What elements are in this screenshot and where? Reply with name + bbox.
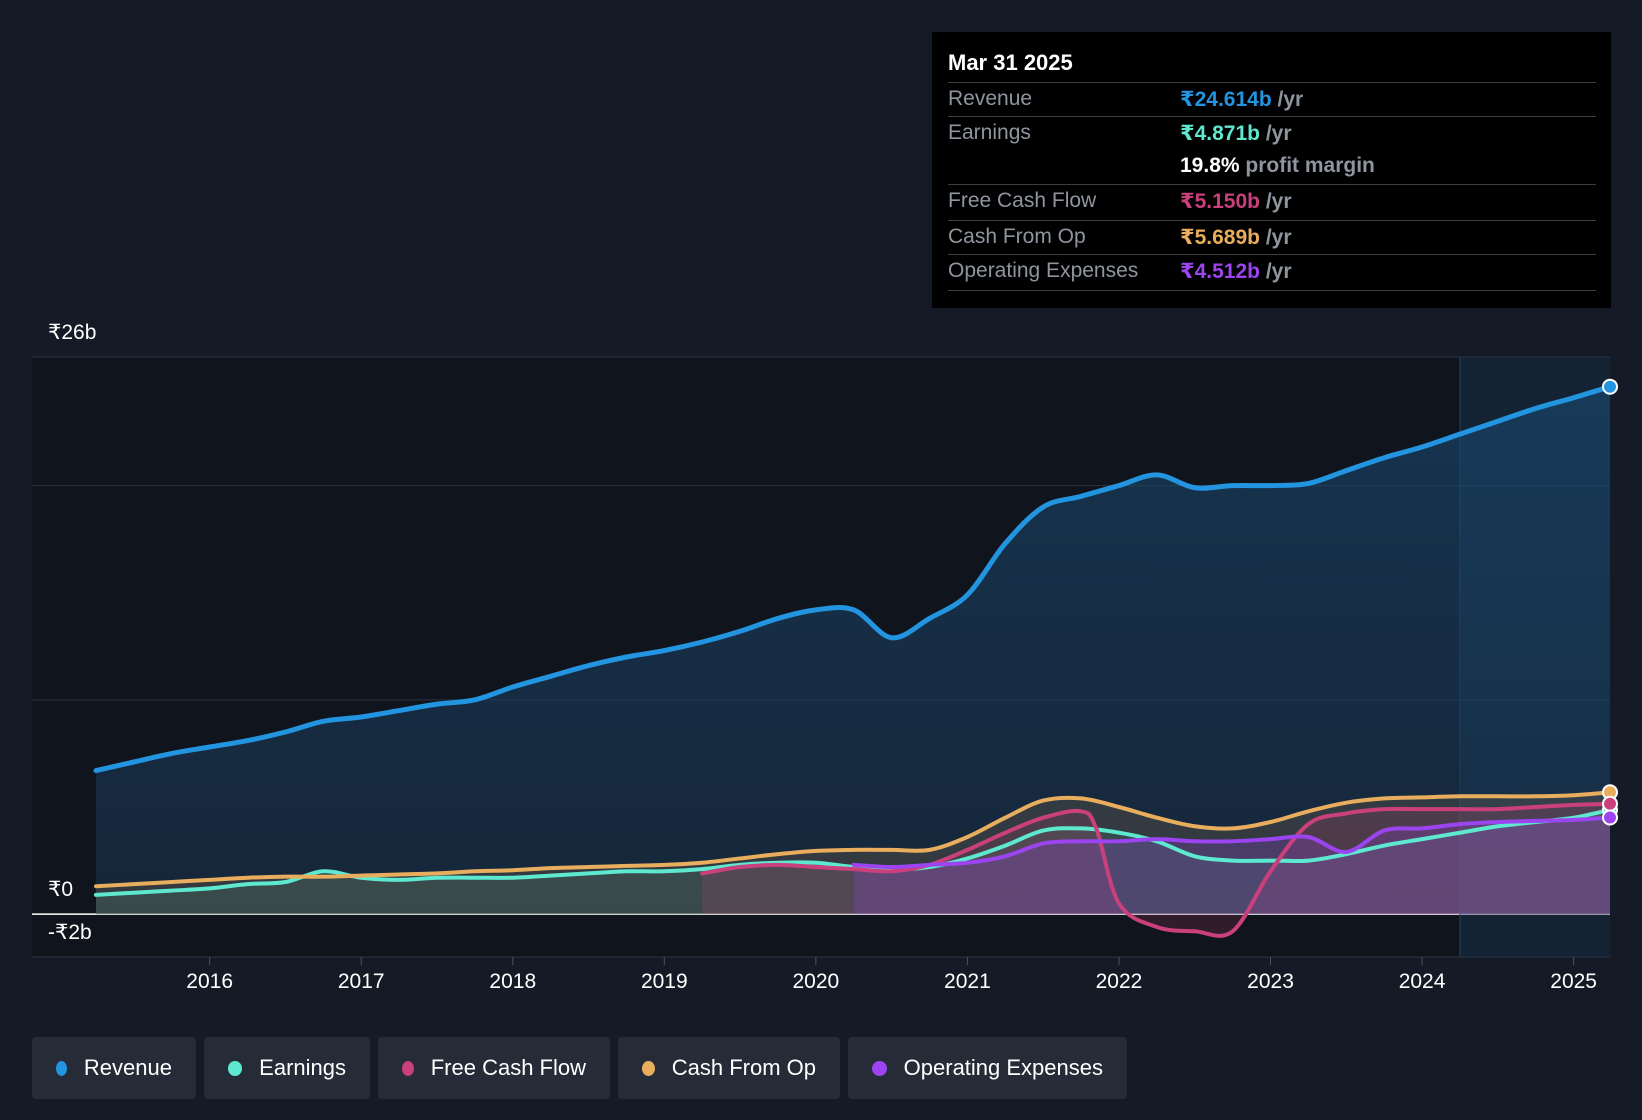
legend-label: Operating Expenses (903, 1055, 1103, 1080)
tooltip-unit: /yr (1265, 122, 1292, 145)
cash-from-op-dot-icon (642, 1060, 655, 1076)
x-tick-label: 2021 (944, 970, 991, 993)
x-tick-label: 2022 (1095, 970, 1143, 993)
tooltip-row-revenue: Revenue ₹24.614b /yr (948, 82, 1596, 116)
legend-label: Earnings (259, 1055, 346, 1080)
legend-item-free-cash-flow[interactable]: Free Cash Flow (378, 1037, 610, 1099)
legend-item-earnings[interactable]: Earnings (204, 1037, 370, 1099)
x-tick-label: 2019 (640, 970, 688, 993)
operating-expenses-line (851, 815, 1612, 869)
tooltip-value: ₹24.614b (1180, 88, 1272, 111)
y-tick-label-zero: ₹0 (48, 878, 74, 901)
revenue-endpoint (1602, 378, 1618, 395)
free-cash-flow-area (702, 803, 1610, 936)
x-tick-label: 2024 (1398, 970, 1446, 993)
tooltip-value: ₹5.689b (1180, 226, 1260, 249)
earnings-area (96, 809, 1610, 915)
tooltip-label: Operating Expenses (948, 259, 1139, 282)
tooltip-row-operating-expenses: Operating Expenses ₹4.512b /yr (948, 254, 1596, 288)
tooltip-row-cash-from-op: Cash From Op ₹5.689b /yr (948, 220, 1596, 254)
x-tick-label: 2016 (186, 970, 234, 993)
free-cash-flow-endpoint (1602, 795, 1618, 812)
operating-expenses-dot-icon (872, 1060, 887, 1076)
legend-item-revenue[interactable]: Revenue (32, 1037, 196, 1099)
tooltip-label: Earnings (948, 121, 1031, 144)
tooltip-row-free-cash-flow: Free Cash Flow ₹5.150b /yr (948, 184, 1596, 218)
x-tick-label: 2020 (792, 970, 840, 993)
legend-item-operating-expenses[interactable]: Operating Expenses (848, 1037, 1127, 1099)
tooltip-label: Revenue (948, 87, 1033, 110)
revenue-area (96, 386, 1610, 915)
x-tick-label: 2018 (489, 970, 537, 993)
series-lines (93, 384, 1613, 938)
tooltip-value: 19.8% (1180, 154, 1240, 177)
x-tick-label: 2025 (1550, 970, 1597, 993)
series-endpoints (1602, 378, 1618, 826)
y-tick-label-top: ₹26b (48, 321, 97, 344)
tooltip-value: ₹5.150b (1180, 190, 1260, 213)
legend-label: Revenue (83, 1055, 172, 1080)
tooltip-unit: /yr (1265, 226, 1292, 249)
operating-expenses-endpoint (1602, 809, 1618, 826)
x-tick-label: 2023 (1247, 970, 1294, 993)
tooltip-unit: profit margin (1245, 154, 1375, 177)
tooltip-row-earnings: Earnings ₹4.871b /yr (948, 116, 1596, 150)
free-cash-flow-line (700, 801, 1612, 938)
series-areas (96, 386, 1610, 936)
tooltip-date: Mar 31 2025 (948, 50, 1073, 75)
legend-label: Cash From Op (671, 1055, 816, 1080)
x-tick-label: 2017 (337, 970, 385, 993)
legend-label: Free Cash Flow (430, 1055, 586, 1080)
legend-item-cash-from-op[interactable]: Cash From Op (618, 1037, 840, 1099)
revenue-line (93, 384, 1613, 774)
tooltip-unit: /yr (1265, 260, 1292, 283)
revenue-dot-icon (56, 1060, 67, 1076)
cash-from-op-area (96, 792, 1610, 915)
tooltip-row-profit-margin: 19.8% profit margin (948, 150, 1596, 184)
y-tick-label-bottom: -₹2b (48, 921, 92, 944)
tooltip-label: Cash From Op (948, 225, 1086, 248)
tooltip-value: ₹4.512b (1180, 260, 1260, 283)
earnings-dot-icon (228, 1060, 243, 1076)
cash-from-op-line (94, 790, 1612, 889)
tooltip-unit: /yr (1277, 88, 1304, 111)
free-cash-flow-dot-icon (402, 1060, 414, 1076)
tooltip-divider (948, 290, 1596, 291)
tooltip-value: ₹4.871b (1180, 122, 1260, 145)
tooltip: Mar 31 2025 Revenue ₹24.614b /yr Earning… (932, 32, 1611, 308)
tooltip-label: Free Cash Flow (948, 189, 1097, 212)
tooltip-unit: /yr (1265, 190, 1292, 213)
operating-expenses-area (853, 817, 1610, 915)
